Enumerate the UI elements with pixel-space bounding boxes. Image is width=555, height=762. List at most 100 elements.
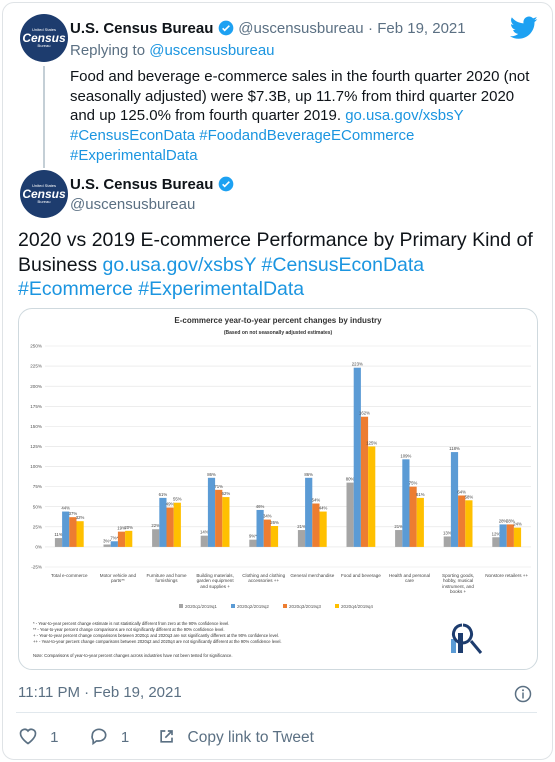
like-count[interactable]: 1	[50, 729, 59, 746]
bar	[76, 521, 84, 547]
x-tick-label: Food and beverage	[340, 573, 381, 578]
bar	[319, 511, 327, 547]
bar	[110, 541, 118, 547]
bar	[54, 538, 63, 547]
reply-icon[interactable]	[89, 726, 109, 746]
bar	[215, 489, 223, 547]
value-label: 32%	[76, 515, 85, 520]
value-label: 20%	[124, 525, 133, 530]
verified-badge	[218, 176, 234, 192]
avatar[interactable]: United States Census Bureau	[20, 170, 68, 218]
value-label: 9%*	[249, 534, 257, 539]
value-label: 21%	[297, 524, 306, 529]
avatar-text: United States	[31, 183, 56, 188]
bar	[159, 497, 167, 547]
avatar-text: Bureau	[37, 199, 51, 204]
footnote: * - Year-to-year percent change estimate…	[33, 621, 230, 626]
twitter-logo[interactable]	[510, 16, 538, 40]
chart-image[interactable]: E-commerce year-to-year percent changes …	[18, 308, 538, 670]
hashtag[interactable]: #CensusEconData	[70, 127, 196, 145]
hashtag[interactable]: #Ecommerce	[18, 278, 133, 300]
replying-label: Replying to	[70, 42, 146, 59]
value-label: 12%	[492, 531, 501, 536]
bar	[368, 446, 376, 547]
value-label: 46%	[256, 504, 265, 509]
value-label: 109%	[400, 453, 411, 458]
bar	[222, 497, 230, 547]
chart-note: Note: Comparisons of year-to-year percen…	[33, 653, 233, 658]
bar	[263, 519, 271, 547]
parent-header: U.S. Census Bureau @uscensusbureau · Feb…	[70, 20, 466, 38]
x-tick-label: Furniture and home furnishings	[146, 573, 187, 584]
bar	[346, 482, 354, 547]
value-label: 7%*	[110, 535, 118, 540]
author-name[interactable]: U.S. Census Bureau	[70, 20, 214, 37]
hashtag[interactable]: #ExperimentalData	[138, 278, 305, 300]
link[interactable]: go.usa.gov/xsbsY	[102, 253, 257, 276]
legend-swatch	[179, 604, 183, 608]
bar	[416, 497, 424, 547]
value-label: 61%	[159, 492, 168, 497]
avatar[interactable]: United States Census Bureau	[20, 14, 68, 62]
legend-swatch	[335, 604, 339, 608]
bar	[256, 509, 264, 547]
x-tick-label: Clothing and clothing accessories ++	[242, 573, 286, 584]
bar	[402, 459, 410, 547]
post-date[interactable]: · Feb 19, 2021	[368, 20, 466, 37]
footnote: + - Year-to-year percent change comparis…	[33, 633, 280, 638]
thread-line	[43, 66, 45, 168]
value-label: 11%	[54, 532, 62, 537]
hashtag[interactable]: #FoodandBeverageECommerce	[199, 127, 415, 145]
avatar-text: United States	[31, 27, 56, 32]
value-label: 86%	[304, 472, 313, 477]
author-handle[interactable]: @uscensusbureau	[238, 20, 364, 37]
legend-swatch	[231, 604, 235, 608]
avatar-text: Census	[22, 187, 66, 201]
value-label: 24%	[513, 522, 522, 527]
parent-text: Food and beverage e-commerce sales in th…	[70, 67, 535, 166]
bar	[270, 526, 279, 547]
y-tick-label: -25%	[31, 565, 42, 570]
bar	[305, 477, 313, 547]
value-label: 86%	[207, 472, 216, 477]
bar	[69, 517, 77, 547]
info-icon[interactable]	[514, 685, 532, 703]
author-handle[interactable]: @uscensusbureau	[70, 196, 196, 213]
avatar-text: Bureau	[37, 43, 51, 48]
author-name[interactable]: U.S. Census Bureau	[70, 176, 214, 193]
bar	[166, 507, 174, 547]
bar	[297, 530, 306, 547]
value-label: 44%	[319, 506, 328, 511]
x-tick-label: Total e-commerce	[51, 573, 88, 578]
reply-handle[interactable]: @uscensusbureau	[149, 42, 275, 59]
y-tick-label: 125%	[30, 444, 42, 449]
bar	[62, 511, 70, 547]
share-label[interactable]: Copy link to Tweet	[187, 729, 314, 746]
x-tick-label: General merchandise	[290, 573, 335, 578]
value-label: 58%	[465, 494, 474, 499]
y-tick-label: 150%	[30, 424, 42, 429]
timestamp[interactable]: 11:11 PM · Feb 19, 2021	[18, 684, 182, 701]
chart-subtitle: (Based on not seasonally adjusted estima…	[224, 330, 333, 336]
value-label: 162%	[359, 411, 370, 416]
bar	[499, 524, 507, 547]
hashtag[interactable]: #CensusEconData	[261, 253, 425, 276]
value-label: 44%	[61, 506, 70, 511]
bar	[443, 536, 451, 547]
agency-logo	[451, 623, 483, 654]
hashtag[interactable]: #ExperimentalData	[70, 146, 198, 164]
bar	[492, 537, 500, 547]
value-label: 61%	[416, 492, 425, 497]
reply-count[interactable]: 1	[120, 729, 130, 746]
bar	[152, 529, 160, 547]
x-tick-label: Health and personal care	[388, 573, 431, 584]
value-label: 13%	[443, 530, 452, 535]
legend-label: 2020q1/2019q1	[185, 604, 217, 609]
like-icon[interactable]	[18, 726, 38, 746]
bar	[409, 486, 417, 547]
reply-context: Replying to @uscensusbureau	[70, 42, 275, 59]
share-icon[interactable]	[157, 726, 177, 746]
link[interactable]: go.usa.gov/xsbsY	[345, 107, 464, 125]
